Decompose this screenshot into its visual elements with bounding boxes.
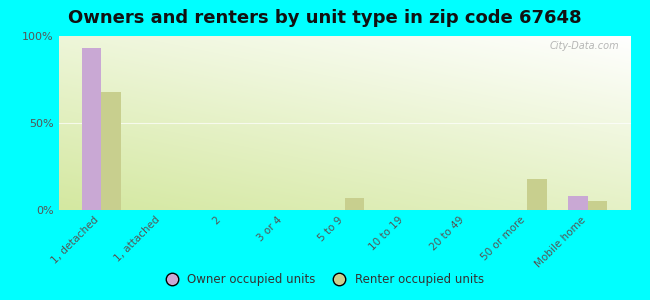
Bar xyxy=(82,48,101,210)
Bar xyxy=(588,201,607,210)
Text: City-Data.com: City-Data.com xyxy=(549,41,619,51)
Bar xyxy=(569,196,588,210)
Bar xyxy=(527,179,547,210)
Bar xyxy=(344,198,364,210)
Text: Owners and renters by unit type in zip code 67648: Owners and renters by unit type in zip c… xyxy=(68,9,582,27)
Legend: Owner occupied units, Renter occupied units: Owner occupied units, Renter occupied un… xyxy=(161,269,489,291)
Bar xyxy=(101,92,120,210)
